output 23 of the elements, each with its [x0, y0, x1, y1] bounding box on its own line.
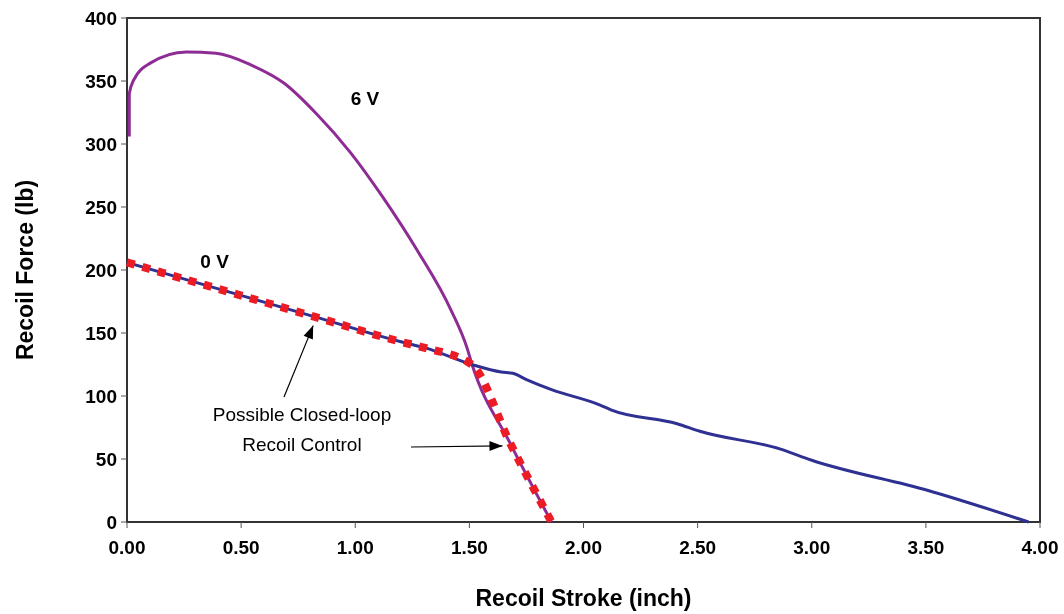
y-tick-label: 250	[85, 196, 117, 218]
x-tick-label: 1.50	[450, 537, 488, 558]
y-tick-label: 100	[85, 385, 117, 407]
x-tick-label: 2.00	[565, 537, 602, 558]
x-tick-label: 2.50	[679, 537, 717, 558]
y-tick-label: 0	[106, 511, 117, 533]
y-tick-label: 350	[85, 70, 117, 92]
y-tick-label: 300	[85, 133, 117, 155]
x-tick-label: 0.50	[222, 537, 260, 558]
series-label: 0 V	[200, 250, 230, 272]
y-tick-label: 50	[95, 448, 117, 470]
x-tick-label: 1.00	[336, 537, 374, 558]
y-axis-title: Recoil Force (lb)	[12, 179, 38, 361]
x-tick-label: 3.50	[907, 537, 945, 558]
x-tick-label: 4.00	[1021, 537, 1059, 558]
y-tick-label: 400	[85, 7, 117, 29]
x-tick-label: 3.00	[793, 537, 831, 558]
y-tick-label: 200	[85, 259, 117, 281]
x-axis-title: Recoil Stroke (inch)	[475, 585, 692, 611]
y-tick-label: 150	[85, 322, 117, 344]
annotation: Possible Closed-loop Recoil Control	[212, 404, 392, 455]
x-tick-label: 0.00	[108, 537, 146, 558]
series-label: 6 V	[350, 87, 380, 109]
